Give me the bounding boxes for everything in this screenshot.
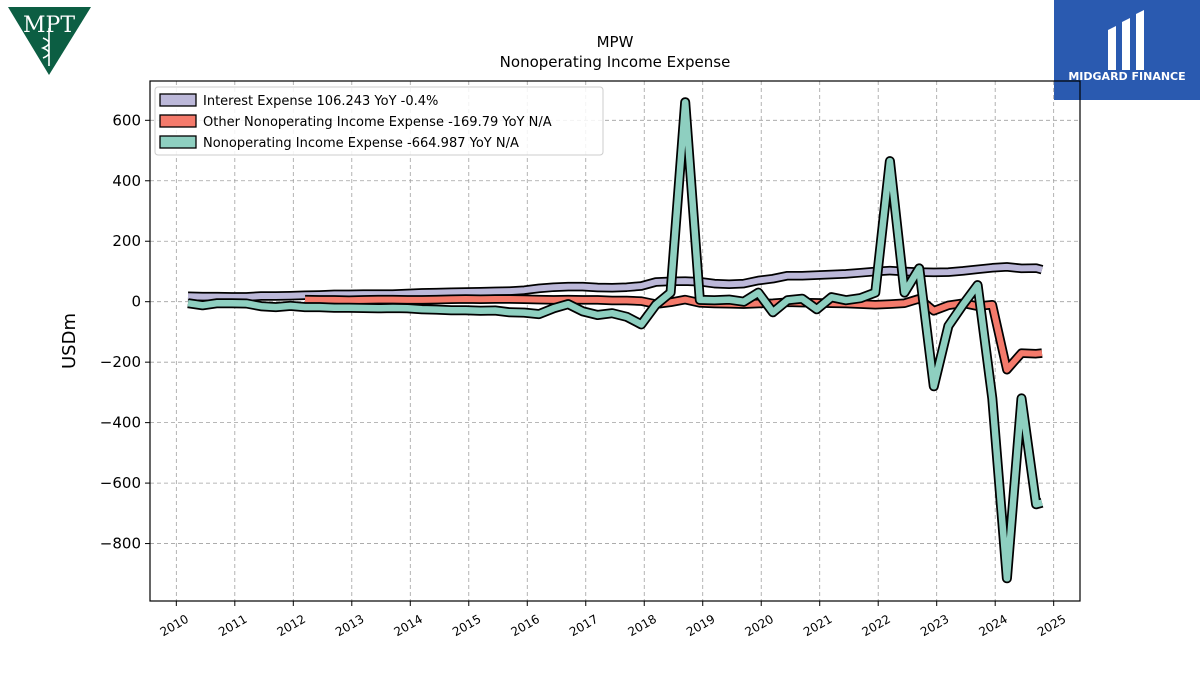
- legend-swatch-interest: [159, 93, 197, 107]
- legend-label-nonop: Nonoperating Income Expense -664.987 YoY…: [203, 136, 519, 151]
- y-tick-label: −400: [100, 414, 141, 432]
- y-axis: 600 400 200 0 −200 −400 −600 −800: [100, 111, 150, 553]
- legend-swatch-nonop: [159, 135, 197, 149]
- brand-mark-icon: [1108, 10, 1144, 70]
- chart-title: MPW: [597, 33, 634, 51]
- legend-swatch-other: [159, 114, 197, 128]
- y-tick-label: 400: [112, 172, 141, 190]
- y-tick-label: 0: [131, 293, 141, 311]
- plot-frame: [149, 80, 1081, 602]
- y-tick-label: 200: [112, 232, 141, 250]
- brand-logo: MIDGARD FINANCE: [1054, 0, 1200, 100]
- caduceus-icon: [40, 28, 50, 66]
- y-tick-label: −800: [100, 535, 141, 553]
- y-tick-label: 600: [112, 111, 141, 129]
- series-line-nonop: [187, 98, 1043, 582]
- y-tick-label: −600: [100, 474, 141, 492]
- legend-item-nonop: Nonoperating Income Expense -664.987 YoY…: [159, 135, 519, 151]
- series-group: [187, 97, 1044, 584]
- brand-name: MIDGARD FINANCE: [1068, 70, 1185, 83]
- company-logo: MPT: [8, 7, 91, 75]
- legend-box: [154, 86, 604, 156]
- legend-item-interest: Interest Expense 106.243 YoY -0.4%: [159, 93, 438, 109]
- legend-label-interest: Interest Expense 106.243 YoY -0.4%: [203, 94, 438, 109]
- legend: Interest Expense 106.243 YoY -0.4% Other…: [154, 86, 604, 156]
- legend-item-other: Other Nonoperating Income Expense -169.7…: [159, 114, 552, 130]
- legend-label-other: Other Nonoperating Income Expense -169.7…: [203, 115, 552, 130]
- y-axis-label: USDm: [59, 313, 80, 369]
- y-tick-label: −200: [100, 353, 141, 371]
- chart-subtitle: Nonoperating Income Expense: [500, 53, 731, 71]
